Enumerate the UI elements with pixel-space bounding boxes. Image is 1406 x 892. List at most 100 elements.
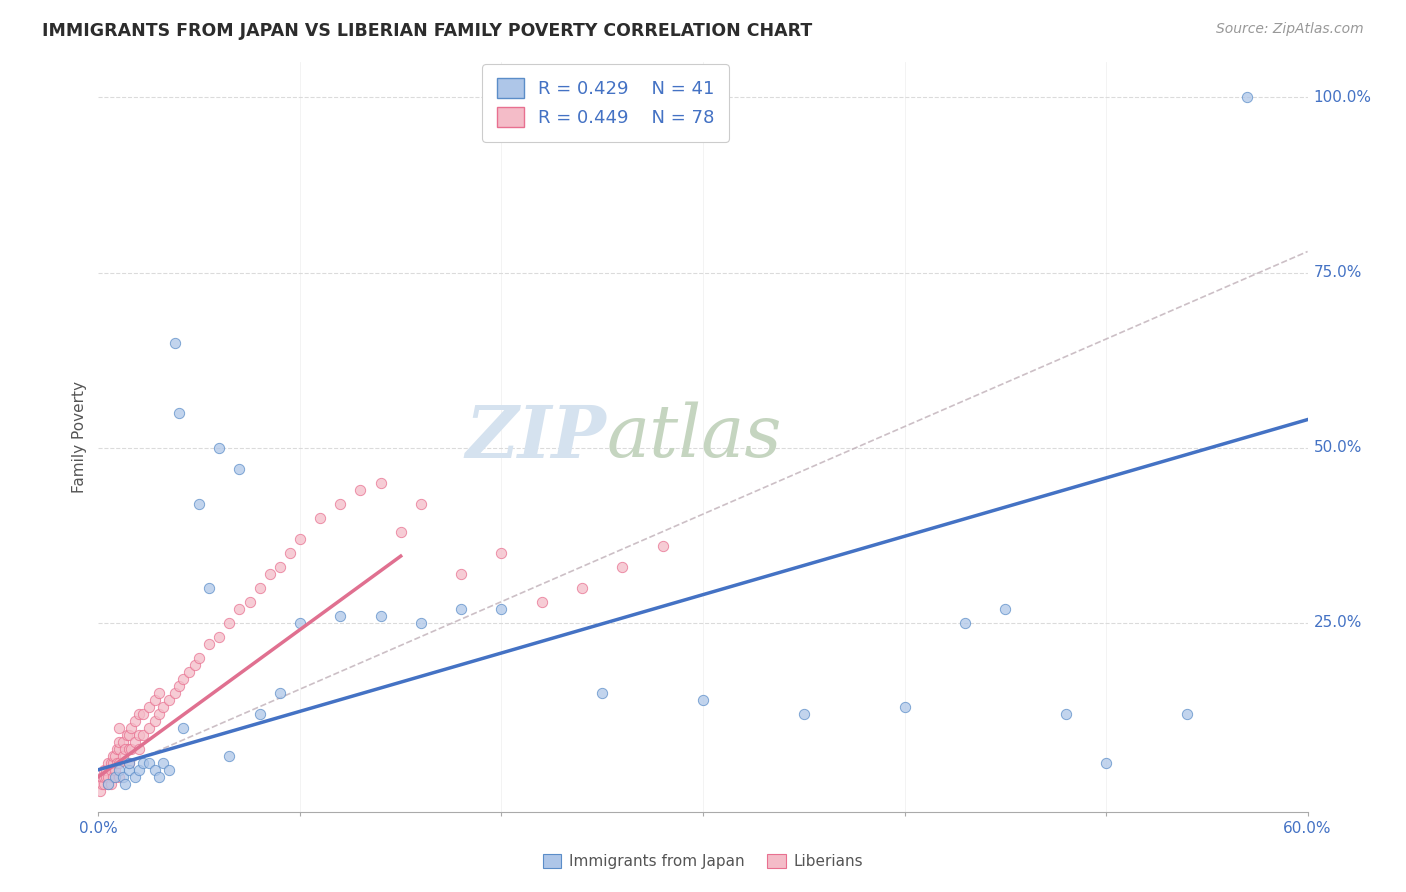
Point [163,335,186,350]
Point [143,763,166,777]
Point [172,721,194,735]
Point [1175,706,1198,721]
Point [184,657,207,672]
Point [157,763,180,777]
Point [101,748,124,763]
Point [148,770,170,784]
Point [288,532,311,546]
Point [107,741,129,756]
Point [100,763,122,777]
Legend: R = 0.429    N = 41, R = 0.449    N = 78: R = 0.429 N = 41, R = 0.449 N = 78 [482,64,730,142]
Point [249,581,271,595]
Point [148,686,170,700]
Point [571,581,593,595]
Y-axis label: Family Poverty: Family Poverty [72,381,87,493]
Point [259,566,281,581]
Point [152,756,174,770]
Point [118,763,141,777]
Point [329,497,352,511]
Point [208,441,231,455]
Point [114,741,136,756]
Point [91,770,114,784]
Point [118,756,141,770]
Point [239,594,262,608]
Point [103,763,125,777]
Point [218,748,240,763]
Point [132,728,155,742]
Point [89,783,111,797]
Point [1095,756,1118,770]
Point [105,756,128,770]
Point [389,524,412,539]
Point [1236,90,1258,104]
Point [138,756,160,770]
Point [138,699,160,714]
Point [1054,706,1077,721]
Point [409,497,432,511]
Point [107,756,129,770]
Point [651,539,673,553]
Text: 100.0%: 100.0% [1313,90,1372,105]
Point [692,692,714,706]
Point [491,601,513,615]
Point [370,475,392,490]
Point [93,777,115,791]
Point [208,630,231,644]
Text: Source: ZipAtlas.com: Source: ZipAtlas.com [1216,22,1364,37]
Point [198,637,221,651]
Point [120,741,142,756]
Point [107,763,129,777]
Point [530,594,553,608]
Point [893,699,915,714]
Point [612,559,634,574]
Point [124,734,146,748]
Point [118,741,141,756]
Text: 75.0%: 75.0% [1313,265,1362,280]
Text: atlas: atlas [606,401,782,473]
Point [103,748,125,763]
Point [107,770,129,784]
Point [118,756,141,770]
Point [111,748,134,763]
Point [249,706,271,721]
Point [132,706,155,721]
Point [269,686,291,700]
Point [450,566,472,581]
Point [409,615,432,630]
Point [591,686,613,700]
Point [188,497,211,511]
Point [188,650,211,665]
Point [100,777,122,791]
Point [793,706,815,721]
Point [128,728,150,742]
Point [97,756,120,770]
Point [128,763,150,777]
Point [124,770,146,784]
Point [278,546,301,560]
Point [96,770,118,784]
Point [167,679,190,693]
Point [132,756,155,770]
Point [118,728,141,742]
Point [148,706,170,721]
Point [120,721,142,735]
Point [111,770,134,784]
Point [167,406,190,420]
Point [107,721,129,735]
Point [179,665,201,679]
Point [143,714,166,728]
Text: 25.0%: 25.0% [1313,615,1362,630]
Point [269,559,291,574]
Point [101,770,124,784]
Text: ZIP: ZIP [465,401,606,473]
Point [143,692,166,706]
Point [101,756,124,770]
Text: IMMIGRANTS FROM JAPAN VS LIBERIAN FAMILY POVERTY CORRELATION CHART: IMMIGRANTS FROM JAPAN VS LIBERIAN FAMILY… [42,22,813,40]
Point [128,741,150,756]
Point [114,777,136,791]
Point [198,581,221,595]
Point [128,706,150,721]
Point [370,608,392,623]
Point [163,686,186,700]
Point [152,699,174,714]
